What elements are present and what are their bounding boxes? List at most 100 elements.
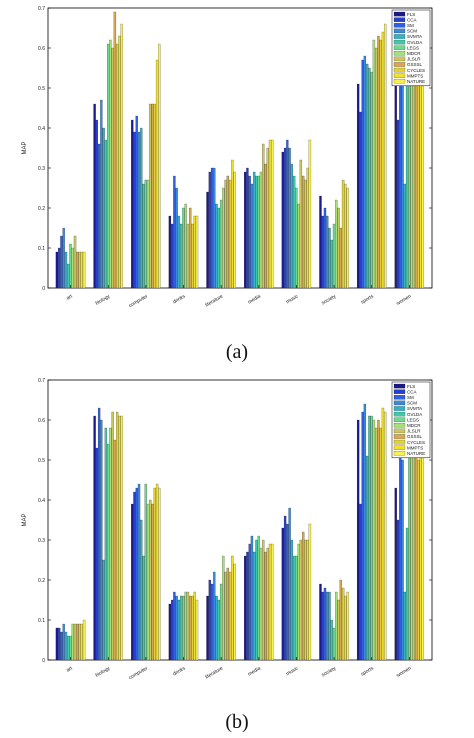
chart-b-xtick-label: literature — [204, 665, 224, 680]
chart-b-bar — [71, 623, 74, 661]
chart-a-bar — [208, 171, 211, 289]
chart-b-bar — [217, 599, 220, 661]
chart-b: 0 0.1 0.2 0.3 0.4 0.5 0.6 0.7 MAP art biology compu… — [22, 378, 433, 681]
chart-b-legend-label: FLS — [407, 384, 415, 389]
chart-a-bar — [182, 207, 185, 289]
chart-a-bar — [381, 31, 385, 289]
chart-a-bar — [189, 207, 192, 289]
chart-b-bar — [414, 439, 418, 661]
chart-a-bar — [177, 215, 181, 289]
chart-b-bar — [191, 595, 194, 661]
chart-a-bar — [372, 39, 376, 289]
chart-b-bar — [363, 403, 367, 661]
chart-b-legend-label: GSSSL — [407, 434, 423, 439]
chart-a-bar — [73, 235, 77, 289]
chart-a-bar — [299, 159, 303, 289]
chart-a-bar — [286, 139, 289, 289]
chart-a-bar — [184, 203, 187, 289]
chart-a-bar — [102, 127, 105, 289]
chart-a-xtick-label: society — [321, 293, 338, 306]
chart-b-legend-swatch — [393, 439, 406, 445]
chart-a-bar — [120, 23, 123, 289]
chart-a-bar — [140, 127, 143, 289]
chart-b-bar — [419, 443, 422, 661]
chart-b-bar — [155, 483, 159, 661]
chart-b-bar — [177, 599, 181, 661]
chart-b-bar — [244, 555, 247, 661]
chart-a-bar — [118, 35, 121, 289]
chart-a-bar — [213, 167, 216, 289]
chart-a-bar — [222, 187, 225, 289]
chart-b-bar — [248, 543, 251, 661]
chart-b-bar — [222, 555, 225, 661]
chart-a-legend-label: NATURE — [407, 79, 425, 84]
chart-a-bar — [257, 175, 260, 289]
chart-a-xtick-label: music — [285, 293, 300, 305]
chart-a-bar — [384, 23, 387, 289]
chart-a-ytick-label: 0.2 — [38, 206, 45, 212]
chart-b-bar — [135, 487, 138, 661]
chart-b-bar — [286, 523, 289, 661]
chart-a-bar — [142, 183, 145, 289]
chart-b-legend-swatch — [393, 383, 406, 389]
chart-b-bar — [93, 415, 96, 661]
chart-b-bar — [264, 551, 267, 661]
chart-b-bar — [120, 415, 123, 661]
chart-b-bar — [408, 451, 411, 661]
chart-b-bar — [366, 455, 369, 661]
chart-b-xtick-label: computer — [128, 665, 149, 681]
chart-a-ytick-label: 0.1 — [38, 246, 45, 252]
chart-a-bar — [149, 103, 152, 289]
chart-a-bar — [71, 247, 74, 289]
chart-a-xtick-label: sports — [360, 293, 375, 305]
chart-a-bar — [95, 119, 98, 289]
chart-a-bar — [219, 199, 223, 289]
chart-a-xtick-label: computer — [128, 293, 149, 309]
chart-b-ytick-label: 0.4 — [38, 498, 45, 504]
chart-b-legend-swatch — [393, 434, 406, 439]
chart-b-bar — [78, 623, 81, 661]
chart-b-bar — [326, 591, 329, 661]
chart-a-legend-label: SM — [407, 23, 414, 28]
chart-a-legend-label: GSSSL — [407, 62, 423, 67]
chart-a-bar — [107, 43, 110, 289]
chart-b-bar — [341, 587, 345, 661]
chart-a-bar — [64, 251, 68, 289]
chart-a-xtick-label: biology — [95, 293, 112, 306]
chart-b-bar — [346, 591, 349, 661]
chart-a-bar — [379, 39, 382, 289]
chart-a-bar — [104, 139, 108, 289]
chart-b-bar — [306, 539, 309, 661]
chart-a-bar — [271, 139, 274, 289]
chart-a-bar — [168, 215, 172, 289]
chart-b-bar — [384, 411, 387, 661]
chart-b-legend-label: LEGS — [407, 417, 419, 422]
chart-b-bar — [233, 563, 236, 661]
chart-a-bar — [375, 47, 378, 289]
chart-b-xtick-label: art — [66, 665, 75, 673]
chart-a-ytick-label: 0.6 — [38, 46, 45, 52]
chart-a-bar — [93, 103, 96, 289]
chart-a-bar — [158, 43, 161, 289]
chart-a-bar — [363, 55, 367, 289]
chart-b-bar — [323, 587, 327, 661]
chart-b-legend-label: CYCLES — [407, 440, 425, 445]
chart-a-bar — [151, 103, 154, 289]
chart-a-bar — [135, 115, 138, 289]
chart-b-bar — [104, 427, 108, 661]
chart-b-bar — [180, 595, 183, 661]
chart-b-xtick-label: biology — [95, 665, 112, 678]
chart-a-bar — [319, 195, 322, 289]
chart-a-bar — [233, 171, 236, 289]
chart-a-bar — [366, 63, 369, 289]
chart-a-bar — [332, 223, 336, 289]
caption-a: (a) — [226, 341, 248, 363]
chart-a-bar — [288, 147, 291, 289]
chart-b-bar — [219, 583, 223, 661]
chart-b-bar — [259, 547, 263, 661]
chart-a-bar — [292, 175, 296, 289]
chart-b-bar — [405, 527, 409, 661]
chart-a-bar — [356, 83, 360, 289]
chart-a-bar — [191, 223, 194, 289]
chart-b-bar — [142, 555, 145, 661]
